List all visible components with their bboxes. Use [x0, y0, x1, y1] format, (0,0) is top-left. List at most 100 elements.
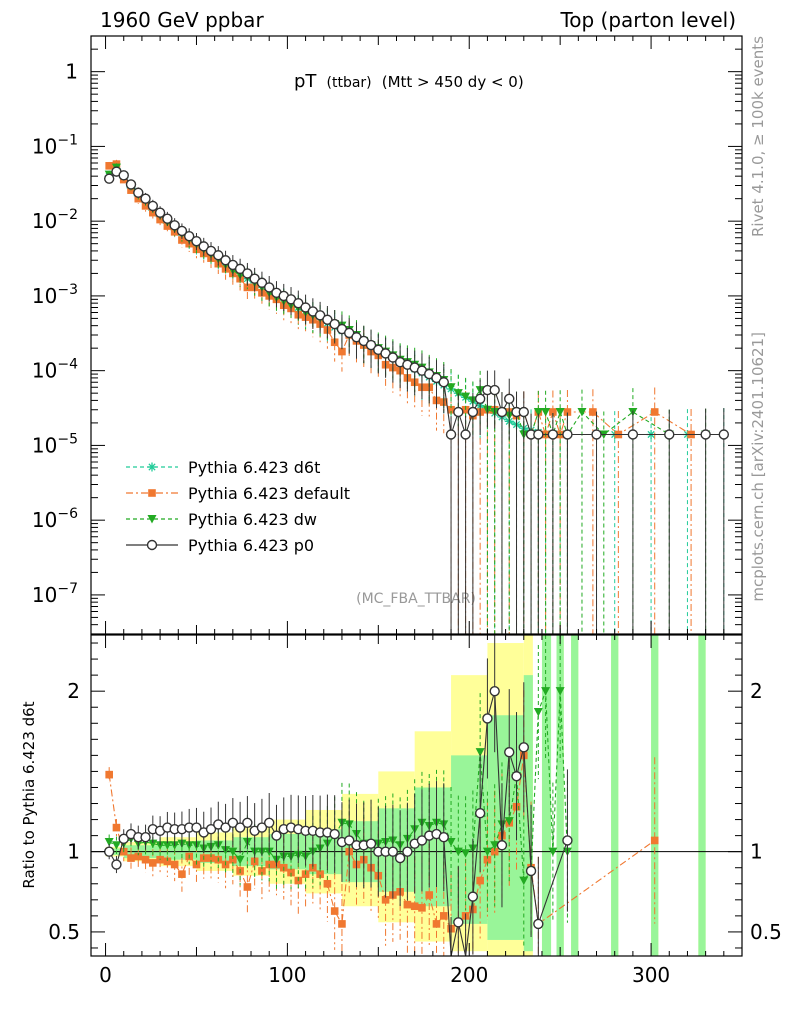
ratio-series-0-point-51 — [476, 876, 484, 885]
ratio-tick-label-right-0.5: 0.5 — [750, 920, 782, 944]
series-1-line — [109, 163, 692, 437]
y-tick-label-4: 10−4 — [32, 357, 78, 383]
ratio-series-1-point-6 — [148, 839, 158, 849]
y-tick-label-2: 10−2 — [32, 207, 78, 233]
header-right: Top (parton level) — [559, 8, 736, 32]
ratio-series-1-point-61 — [548, 847, 558, 857]
series-3-point-19 — [242, 268, 253, 279]
series-3-point-21 — [256, 277, 268, 288]
ratio-tick-label-right-2: 2 — [750, 679, 763, 703]
title-main: pT — [294, 71, 317, 92]
series-3-point-60 — [547, 429, 559, 440]
ratio-series-0-point-4 — [134, 852, 143, 861]
series-1-point-0 — [105, 162, 113, 170]
legend-label-3: Pythia 6.423 p0 — [188, 536, 314, 555]
legend-entry-3: Pythia 6.423 p0 — [126, 536, 314, 555]
series-1-point-61 — [549, 408, 557, 416]
y-tick-label-0: 1 — [65, 60, 78, 84]
series-3-point-3 — [125, 179, 137, 190]
ratio-series-2-point-33 — [344, 835, 355, 846]
y-tick-label-6: 10−6 — [32, 506, 78, 532]
ratio-band-inner-13 — [541, 635, 552, 956]
series-3-point-10 — [176, 225, 188, 237]
ratio-series-1-point-18 — [235, 855, 245, 865]
ratio-series-2-point-21 — [256, 822, 268, 833]
ratio-series-0-point-32 — [338, 920, 346, 928]
x-tick-label-200: 200 — [450, 963, 488, 987]
series-3-point-13 — [198, 241, 209, 252]
ratio-series-1-point-60 — [541, 687, 551, 696]
ratio-series-0-point-10 — [178, 870, 186, 878]
ratio-series-2-point-5 — [140, 832, 151, 843]
ratio-series-2-point-12 — [191, 822, 202, 833]
series-3-point-46 — [438, 377, 449, 388]
ratio-series-2-point-23 — [271, 830, 282, 841]
ratio-series-1-point-55 — [504, 817, 514, 826]
ratio-ylabel: Ratio to Pythia 6.423 d6t — [20, 701, 38, 888]
ratio-frame — [90, 634, 743, 957]
ratio-series-0-point-17 — [229, 855, 237, 864]
series-3-line — [108, 170, 724, 437]
ratio-series-layer — [103, 635, 659, 957]
series-2-point-49 — [461, 392, 471, 402]
legend-marker-2 — [147, 515, 157, 524]
series-3-point-49 — [460, 429, 471, 440]
ratio-series-1-point-1 — [111, 841, 121, 850]
series-3-point-7 — [154, 207, 166, 218]
ratio-series-0-point-38 — [381, 896, 390, 904]
series-3-point-29 — [314, 310, 326, 321]
series-3-point-50 — [467, 406, 479, 418]
y-tick-label-7: 10−7 — [32, 581, 78, 607]
series-3-point-2 — [118, 170, 129, 181]
series-0-line — [108, 168, 724, 436]
ratio-series-2-point-39 — [387, 846, 399, 857]
ratio-series-2-point-56 — [511, 771, 522, 782]
ratio-series-1-point-59 — [533, 708, 543, 717]
plot-title: pT (ttbar) (Mtt > 450 dy < 0) — [294, 71, 524, 92]
legend-marker-3 — [146, 539, 158, 551]
series-3-point-55 — [504, 393, 515, 405]
series-3-point-47 — [445, 429, 457, 440]
series-1-point-66 — [650, 408, 659, 416]
legend-marker-0 — [147, 462, 157, 472]
mcplots-label: mcplots.cern.ch [arXiv:2401.10621] — [749, 332, 767, 602]
series-1-point-5 — [141, 202, 150, 210]
ratio-series-0-point-8 — [163, 857, 172, 866]
ratio-band-inner-17 — [651, 635, 659, 956]
ratio-series-0-point-44 — [425, 891, 434, 899]
ratio-series-0-point-60 — [650, 836, 659, 845]
ratio-series-0-point-9 — [170, 860, 179, 869]
ratio-tick-label-right-1: 1 — [750, 840, 763, 864]
title-sub: (ttbar) — [327, 75, 372, 91]
series-3-point-66 — [718, 429, 730, 440]
series-3-point-63 — [627, 429, 639, 440]
legend-entry-1: Pythia 6.423 default — [126, 484, 350, 503]
series-3-point-22 — [264, 282, 275, 293]
title-cut: (Mtt > 450 dy < 0) — [382, 73, 524, 91]
ratio-series-2-point-60 — [562, 835, 573, 846]
legend-marker-1 — [148, 489, 156, 497]
ratio-series-2-point-19 — [242, 817, 253, 828]
series-3-point-18 — [234, 263, 246, 275]
ratio-series-2-point-2 — [118, 833, 129, 845]
series-3 — [103, 166, 730, 634]
ratio-series-1-point-17 — [228, 847, 238, 857]
series-1-point-10 — [178, 236, 186, 244]
ratio-tick-label-left-1: 1 — [67, 840, 80, 864]
series-3-point-61 — [562, 429, 573, 440]
ratio-series-2-point-46 — [438, 832, 449, 843]
series-3-point-12 — [191, 235, 202, 247]
ratio-series-2-point-41 — [402, 846, 413, 857]
ratio-series-0-point-3 — [127, 854, 135, 862]
ratio-series-0-point-41 — [403, 900, 412, 909]
ratio-band-inner-15 — [571, 635, 579, 956]
ratio-series-2-point-57 — [518, 742, 529, 753]
y-tick-label-3: 10−3 — [32, 282, 78, 308]
y-tick-label-1: 10−1 — [32, 132, 78, 158]
ratio-tick-label-left-2: 2 — [67, 679, 80, 703]
series-2-point-47 — [446, 383, 456, 392]
analysis-watermark: (MC_FBA_TTBAR) — [356, 591, 476, 607]
ratio-series-1-point-47 — [446, 838, 456, 847]
ratio-series-2-point-55 — [504, 746, 515, 758]
